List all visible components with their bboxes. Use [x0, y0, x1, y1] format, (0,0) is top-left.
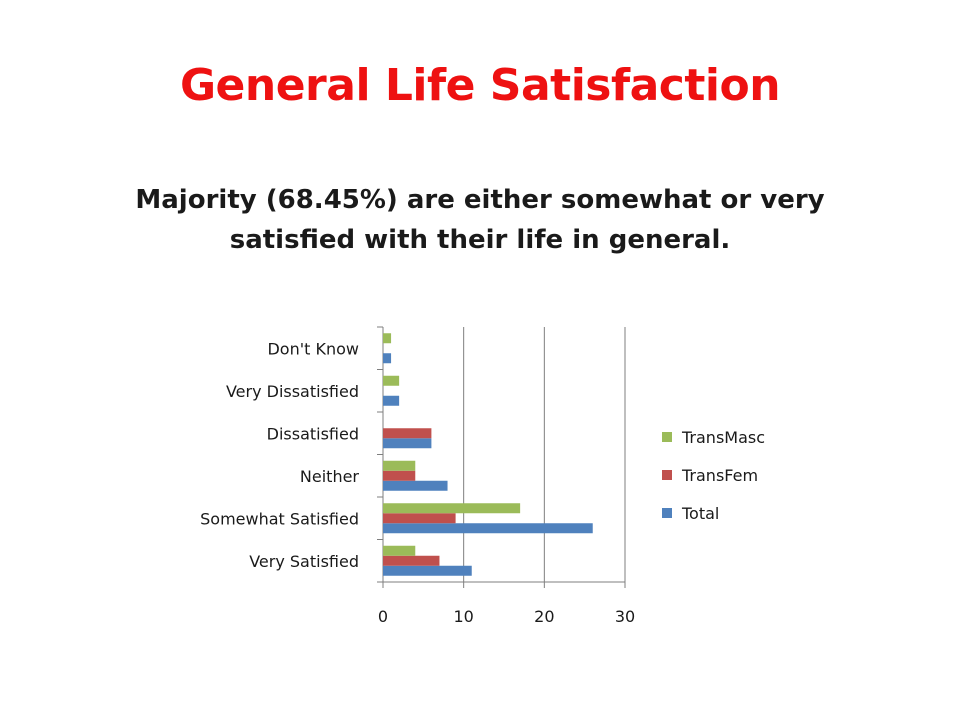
- bar-transfem-very-satisfied: [383, 555, 440, 566]
- slide-title: General Life Satisfaction: [179, 60, 781, 111]
- slide-subtitle: Majority (68.45%) are either somewhat or…: [135, 185, 825, 255]
- category-label: Very Dissatisfied: [226, 382, 359, 401]
- legend-swatch: [662, 470, 672, 480]
- bar-total-very-dissatisfied: [383, 395, 400, 406]
- bar-transfem-dissatisfied: [383, 428, 432, 439]
- bar-total-don-t-know: [383, 353, 392, 364]
- bar-transfem-neither: [383, 470, 416, 481]
- bar-total-somewhat-satisfied: [383, 523, 593, 534]
- bar-transmasc-don-t-know: [383, 333, 392, 344]
- legend-swatch: [662, 508, 672, 518]
- legend-label: TransFem: [681, 466, 758, 485]
- x-tick-label: 0: [378, 607, 388, 626]
- bar-total-dissatisfied: [383, 438, 432, 449]
- bar-transmasc-somewhat-satisfied: [383, 503, 521, 514]
- x-tick-label: 20: [534, 607, 554, 626]
- legend-label: Total: [681, 504, 719, 523]
- legend-label: TransMasc: [681, 428, 765, 447]
- bar-transfem-somewhat-satisfied: [383, 513, 456, 524]
- category-label: Dissatisfied: [267, 424, 359, 443]
- category-label: Somewhat Satisfied: [200, 509, 359, 528]
- x-tick-label: 30: [615, 607, 635, 626]
- bar-transmasc-neither: [383, 460, 416, 471]
- legend-swatch: [662, 432, 672, 442]
- category-label: Very Satisfied: [249, 552, 359, 571]
- bar-transmasc-very-satisfied: [383, 545, 416, 556]
- bar-total-very-satisfied: [383, 565, 472, 576]
- category-label: Neither: [300, 467, 360, 486]
- category-label: Don't Know: [267, 339, 359, 358]
- bar-transmasc-very-dissatisfied: [383, 375, 400, 386]
- x-tick-label: 10: [453, 607, 473, 626]
- bar-total-neither: [383, 480, 448, 491]
